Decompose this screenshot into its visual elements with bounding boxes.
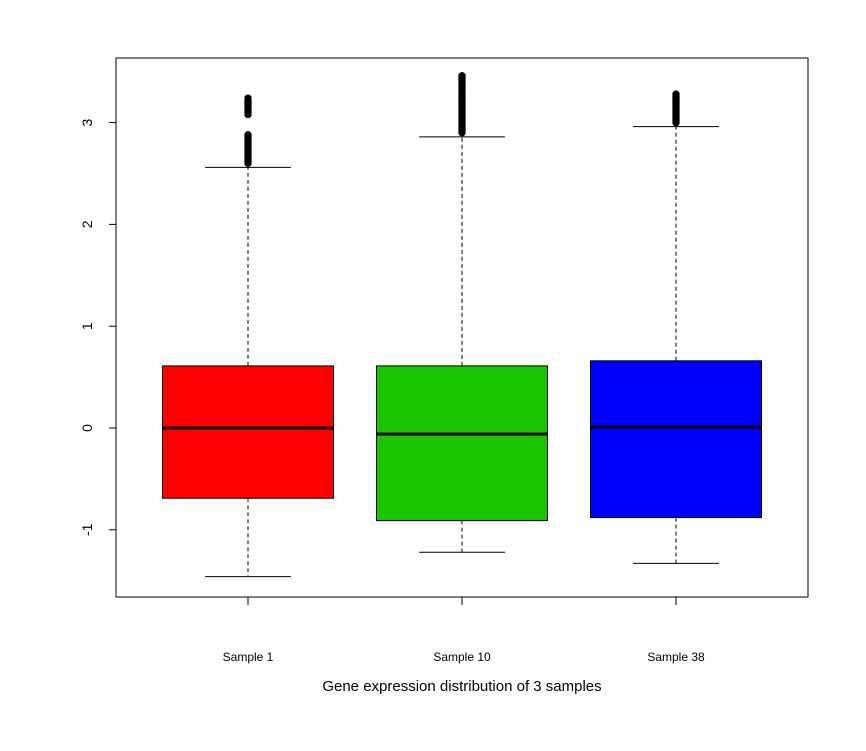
y-tick-label: 2 bbox=[79, 220, 95, 228]
boxes-group bbox=[162, 72, 762, 578]
box-3 bbox=[590, 90, 762, 564]
x-category-label: Sample 1 bbox=[223, 650, 274, 664]
x-axis: Sample 1 Sample 10 Sample 38 bbox=[223, 597, 705, 664]
iqr-box bbox=[162, 365, 334, 499]
outlier-point bbox=[244, 94, 252, 102]
box-1 bbox=[162, 94, 334, 578]
outlier-point bbox=[458, 72, 466, 80]
iqr-box bbox=[590, 360, 762, 519]
x-category-label: Sample 38 bbox=[647, 650, 705, 664]
outlier-point bbox=[672, 90, 680, 98]
x-category-label: Sample 10 bbox=[433, 650, 491, 664]
outlier-point bbox=[244, 131, 252, 139]
y-tick-label: 1 bbox=[79, 322, 95, 330]
iqr-box bbox=[376, 365, 548, 522]
y-axis: -1 0 1 2 3 bbox=[79, 118, 117, 536]
y-tick-label: 3 bbox=[79, 118, 95, 126]
box-2 bbox=[376, 72, 548, 553]
y-tick-label: -1 bbox=[79, 523, 95, 536]
x-axis-label: Gene expression distribution of 3 sample… bbox=[322, 678, 601, 695]
y-tick-label: 0 bbox=[79, 424, 95, 432]
